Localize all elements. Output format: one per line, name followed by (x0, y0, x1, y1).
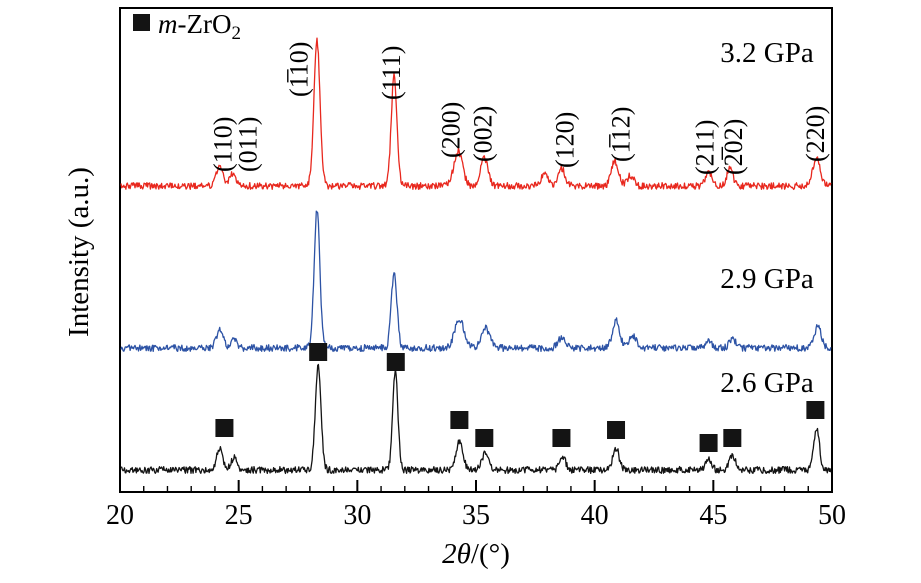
x-tick-label: 45 (699, 500, 727, 531)
series-label-3-2-GPa: 3.2 GPa (720, 37, 814, 69)
peak-hkl-label: (2̅02) (719, 119, 748, 175)
phase-marker-square-icon (475, 429, 494, 447)
peak-hkl-label: (220) (801, 106, 830, 162)
phase-marker-square-icon (723, 429, 742, 447)
phase-marker-square-icon (309, 343, 328, 361)
x-tick-label: 20 (106, 500, 134, 531)
x-tick-label: 35 (462, 500, 490, 531)
phase-marker-square-icon (607, 421, 626, 439)
phase-marker-square-icon (699, 434, 718, 452)
x-tick-label: 30 (343, 500, 371, 531)
series-label-2-9-GPa: 2.9 GPa (720, 263, 814, 295)
xrd-trace-3-2-GPa (120, 37, 832, 191)
peak-hkl-label: (1̅10) (285, 42, 314, 97)
peak-hkl-label: (200) (437, 102, 466, 158)
xrd-trace-2-6-GPa (120, 363, 832, 475)
xrd-trace-2-9-GPa (120, 210, 832, 353)
peak-hkl-label: (011) (234, 117, 263, 172)
phase-marker-square-icon (450, 411, 469, 429)
phase-marker-square-icon (806, 401, 825, 419)
peak-hkl-label: (111) (377, 46, 406, 100)
x-tick-label: 40 (581, 500, 609, 531)
phase-marker-square-icon (215, 419, 234, 437)
peak-hkl-label: (211) (691, 120, 720, 175)
x-tick-label: 25 (225, 500, 253, 531)
phase-marker-square-icon (386, 353, 405, 371)
series-label-2-6-GPa: 2.6 GPa (720, 367, 814, 399)
phase-marker-square-icon (552, 429, 571, 447)
legend-square-marker-icon (133, 14, 150, 31)
legend-label: m-ZrO2 (158, 9, 241, 44)
peak-hkl-label: (1̅12) (606, 107, 635, 162)
peak-hkl-label: (120) (551, 112, 580, 168)
x-axis-title: 2θ/(°) (442, 538, 510, 570)
peak-hkl-label: (002) (469, 106, 498, 162)
peak-hkl-label: (110) (209, 117, 238, 172)
y-axis-title: Intensity (a.u.) (63, 167, 95, 337)
x-tick-label: 50 (818, 500, 846, 531)
